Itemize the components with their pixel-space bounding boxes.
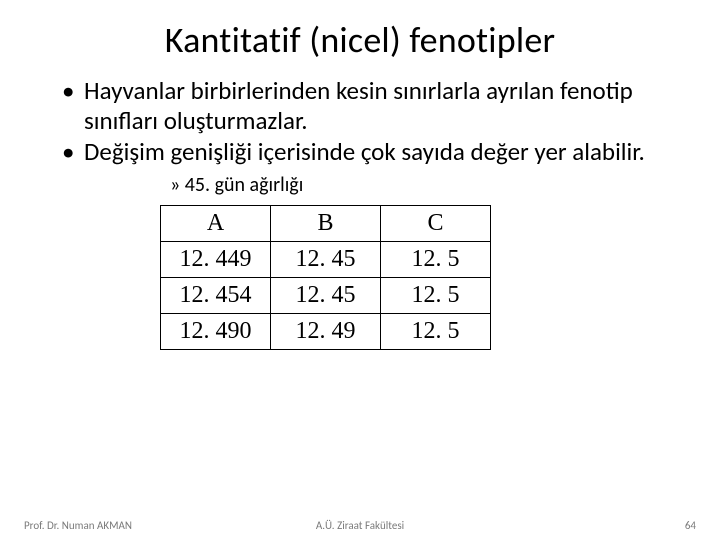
table-cell: 12. 5 bbox=[381, 313, 491, 349]
page-title: Kantitatif (nicel) fenotipler bbox=[50, 18, 670, 62]
table-row: 12. 449 12. 45 12. 5 bbox=[161, 241, 491, 277]
table-cell: 12. 490 bbox=[161, 313, 271, 349]
table-cell: 12. 5 bbox=[381, 241, 491, 277]
table-cell: 12. 45 bbox=[271, 241, 381, 277]
table-cell: 12. 5 bbox=[381, 277, 491, 313]
table-header-row: A B C bbox=[161, 205, 491, 241]
bullet-item: Hayvanlar birbirlerinden kesin sınırlarl… bbox=[58, 76, 670, 135]
table-row: 12. 490 12. 49 12. 5 bbox=[161, 313, 491, 349]
slide-container: Kantitatif (nicel) fenotipler Hayvanlar … bbox=[0, 0, 720, 540]
table-row: 12. 454 12. 45 12. 5 bbox=[161, 277, 491, 313]
footer-right: 64 bbox=[685, 519, 696, 532]
table-cell: 12. 45 bbox=[271, 277, 381, 313]
table-cell: 12. 454 bbox=[161, 277, 271, 313]
data-table: A B C 12. 449 12. 45 12. 5 12. 454 12. 4… bbox=[160, 205, 491, 350]
footer-left: Prof. Dr. Numan AKMAN bbox=[24, 519, 132, 532]
bullet-list: Hayvanlar birbirlerinden kesin sınırlarl… bbox=[58, 76, 670, 167]
table-cell: 12. 449 bbox=[161, 241, 271, 277]
footer-center: A.Ü. Ziraat Fakültesi bbox=[316, 519, 404, 532]
bullet-item: Değişim genişliği içerisinde çok sayıda … bbox=[58, 137, 670, 167]
table-header-cell: C bbox=[381, 205, 491, 241]
table-header-cell: A bbox=[161, 205, 271, 241]
footer: Prof. Dr. Numan AKMAN A.Ü. Ziraat Fakült… bbox=[0, 519, 720, 532]
subheading: 45. gün ağırlığı bbox=[170, 173, 670, 197]
table-cell: 12. 49 bbox=[271, 313, 381, 349]
table-header-cell: B bbox=[271, 205, 381, 241]
